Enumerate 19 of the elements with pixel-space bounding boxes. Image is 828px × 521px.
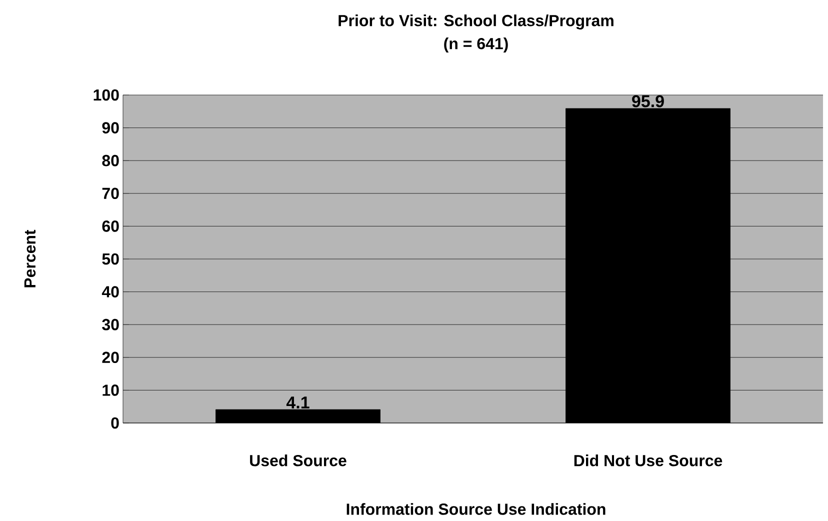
y-tick-label: 70 (102, 188, 119, 200)
x-tick-label: Used Source (250, 454, 346, 466)
data-label: 4.1 (286, 396, 310, 408)
y-tick-label: 100 (94, 89, 119, 101)
y-tick-label: 40 (102, 286, 119, 298)
data-label: 95.9 (632, 95, 664, 108)
x-tick-label: Did Not Use Source (574, 454, 722, 466)
y-tick-label: 20 (102, 352, 119, 364)
x-axis-title: Information Source Use Indication (346, 503, 606, 515)
y-tick-label: 0 (111, 417, 119, 429)
chart-subtitle: (n = 641) (444, 38, 508, 52)
y-tick-label: 10 (102, 384, 119, 396)
y-tick-label: 80 (102, 154, 119, 166)
y-tick-label: 60 (102, 220, 119, 232)
y-axis-title: Percent (24, 230, 36, 288)
y-tick-label: 50 (102, 253, 119, 265)
chart-title: Prior to Visit: School Class/Program (338, 14, 614, 30)
y-tick-label: 30 (102, 318, 119, 330)
y-tick-label: 90 (102, 122, 119, 134)
